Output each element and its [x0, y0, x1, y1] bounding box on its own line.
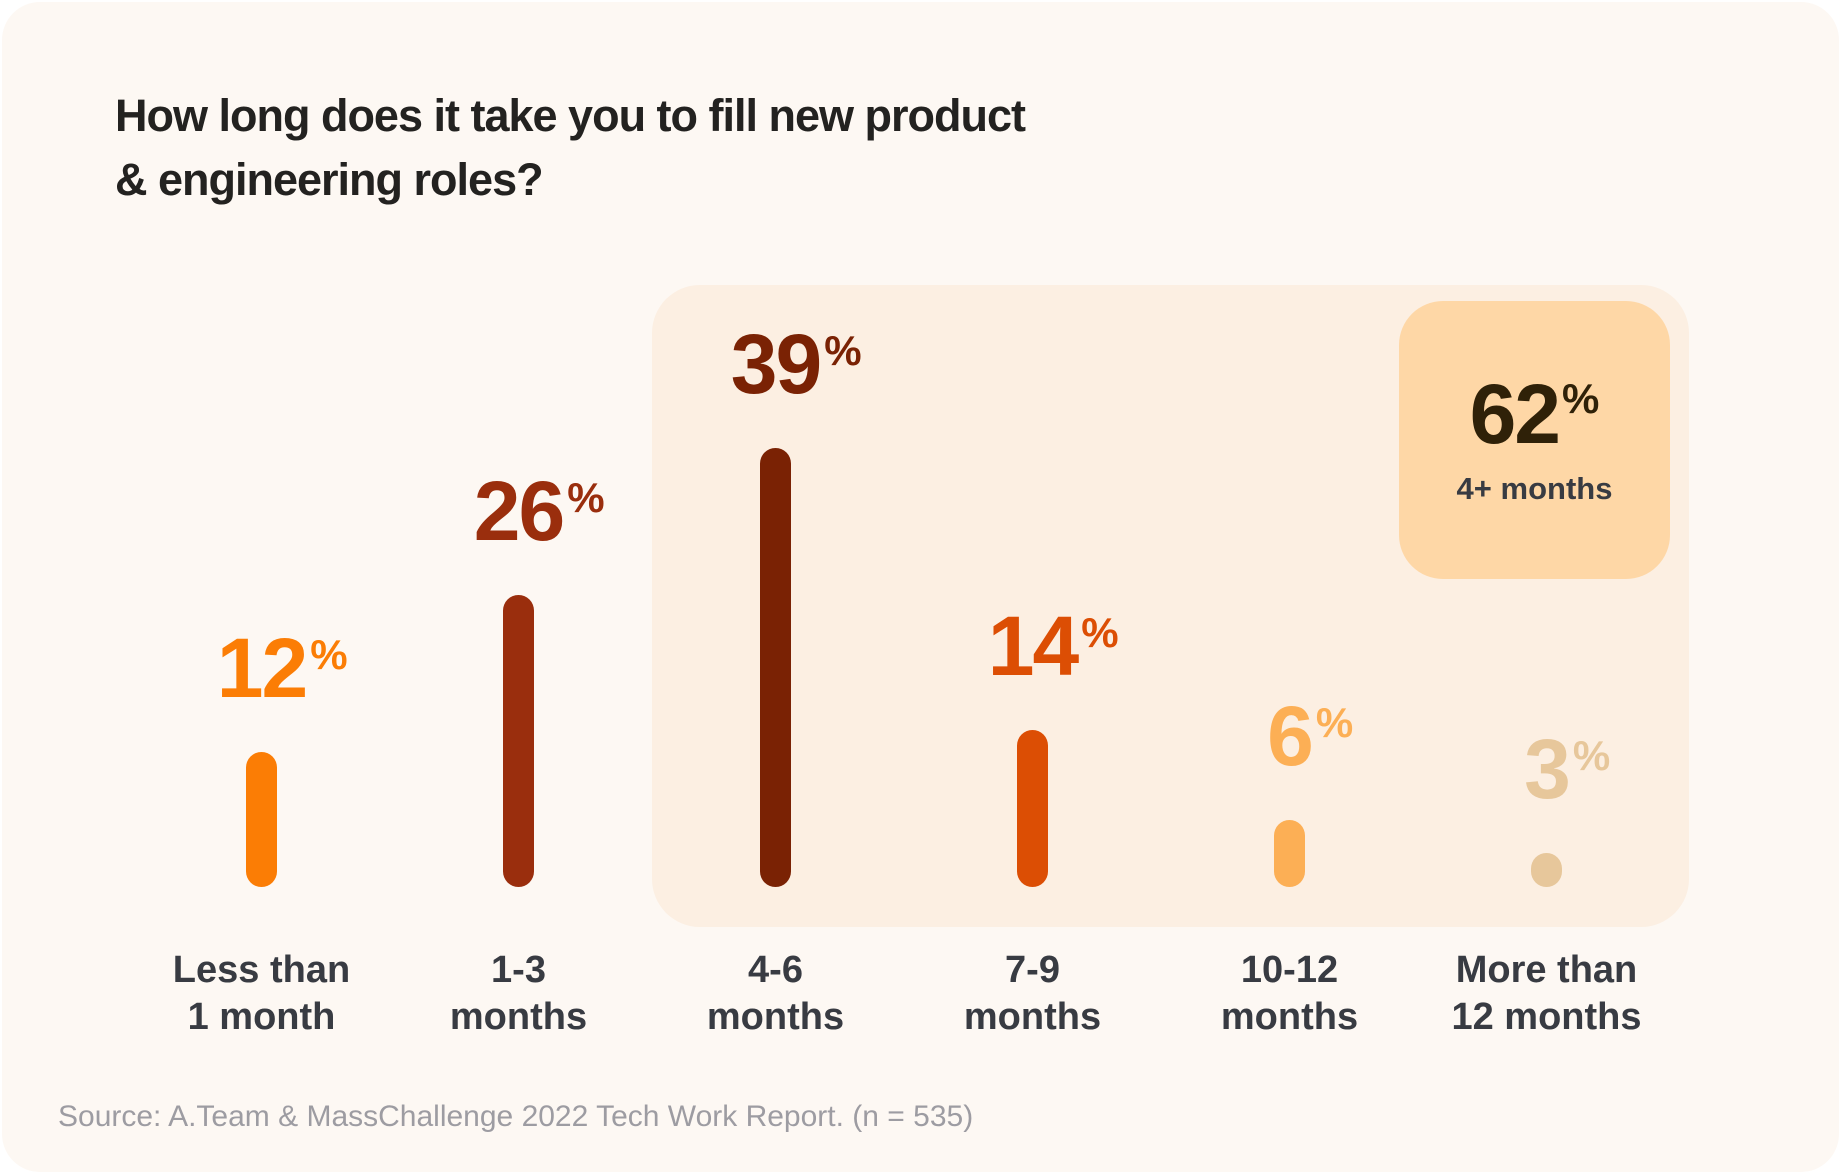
value-number: 14: [987, 598, 1079, 693]
value-number: 3: [1524, 722, 1571, 817]
value-label: 39%: [731, 322, 862, 406]
value-label: 12%: [217, 626, 348, 710]
percent-sign: %: [824, 327, 862, 375]
category-label: 7-9 months: [964, 947, 1101, 1041]
value-number: 26: [473, 463, 565, 558]
callout-label: 4+ months: [1456, 471, 1613, 506]
category-label: Less than 1 month: [173, 947, 350, 1041]
value-number: 12: [216, 621, 308, 715]
category-label: More than 12 months: [1451, 947, 1641, 1041]
percent-sign: %: [1315, 698, 1354, 746]
callout-percent-sign: %: [1562, 375, 1600, 422]
category-label: 10-12 months: [1221, 947, 1358, 1041]
value-label: 14%: [988, 604, 1119, 688]
category-label-line: Less than: [172, 949, 351, 991]
bar: [1531, 853, 1562, 887]
category-label-line: months: [1220, 996, 1359, 1038]
percent-sign: %: [1081, 608, 1119, 656]
bar-area: 26%: [474, 242, 605, 887]
callout-value: 62%: [1470, 372, 1600, 456]
percent-sign: %: [1572, 732, 1611, 780]
callout-4plus-months: 62% 4+ months: [1399, 301, 1670, 579]
value-label: 6%: [1267, 694, 1353, 778]
bar: [503, 594, 534, 887]
percent-sign: %: [310, 631, 348, 678]
chart-column: 3% More than 12 months: [1418, 242, 1675, 1041]
value-number: 39: [730, 317, 822, 412]
category-label-line: months: [963, 996, 1102, 1038]
bar: [760, 448, 791, 887]
bar-chart: 12% Less than 1 month 26% 1-3 months 39% 4-6 mon…: [133, 242, 1675, 1041]
bar: [1274, 819, 1305, 887]
percent-sign: %: [567, 473, 605, 521]
chart-column: 6% 10-12 months: [1161, 242, 1418, 1041]
source-note: Source: A.Team & MassChallenge 2022 Tech…: [58, 1100, 974, 1133]
category-label: 4-6 months: [707, 947, 844, 1041]
category-label-line: months: [449, 996, 588, 1038]
callout-value-number: 62: [1469, 367, 1561, 461]
bar-area: 14%: [988, 242, 1119, 887]
bar-area: 39%: [731, 242, 862, 887]
value-label: 3%: [1524, 727, 1610, 811]
chart-title-line-1: How long does it take you to fill new pr…: [115, 90, 1026, 141]
bar-area: 3%: [1524, 242, 1610, 887]
category-label-line: 12 months: [1451, 996, 1642, 1038]
category-label-line: 4-6: [748, 949, 803, 991]
bar: [246, 752, 277, 887]
chart-column: 26% 1-3 months: [390, 242, 647, 1041]
value-number: 6: [1267, 688, 1314, 783]
category-label-line: 10-12: [1240, 949, 1339, 991]
category-label-line: 1-3: [491, 949, 546, 991]
category-label-line: months: [706, 996, 845, 1038]
category-label-line: 1 month: [187, 996, 336, 1038]
chart-column: 12% Less than 1 month: [133, 242, 390, 1041]
chart-title: How long does it take you to fill new pr…: [115, 84, 1026, 212]
category-label-line: More than: [1455, 949, 1638, 991]
category-label-line: 7-9: [1005, 949, 1060, 991]
chart-column: 14% 7-9 months: [904, 242, 1161, 1041]
bar: [1017, 729, 1048, 887]
bar-area: 6%: [1267, 242, 1353, 887]
chart-title-line-2: & engineering roles?: [115, 154, 544, 205]
chart-column: 39% 4-6 months: [647, 242, 904, 1041]
category-label: 1-3 months: [450, 947, 587, 1041]
bar-area: 12%: [217, 242, 348, 887]
value-label: 26%: [474, 469, 605, 553]
